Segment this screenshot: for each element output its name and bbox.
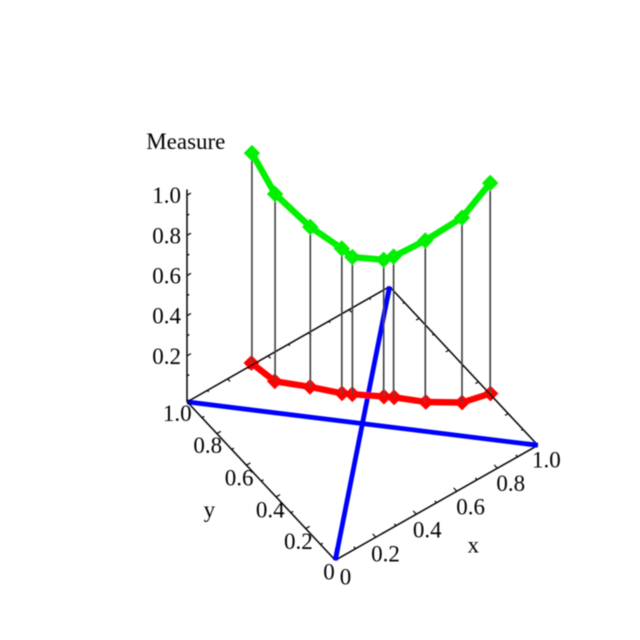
svg-text:0.6: 0.6 — [225, 466, 254, 491]
svg-text:0.2: 0.2 — [284, 529, 313, 554]
svg-text:0.6: 0.6 — [152, 264, 181, 289]
svg-text:1.0: 1.0 — [532, 448, 561, 473]
svg-text:1.0: 1.0 — [163, 401, 192, 426]
svg-text:y: y — [204, 497, 216, 522]
svg-text:0.4: 0.4 — [152, 304, 181, 329]
svg-text:0.8: 0.8 — [496, 471, 525, 496]
svg-text:0.8: 0.8 — [152, 223, 181, 248]
svg-text:0: 0 — [323, 560, 335, 585]
svg-text:0: 0 — [340, 565, 352, 590]
svg-text:0.8: 0.8 — [193, 433, 222, 458]
svg-text:0.2: 0.2 — [152, 344, 181, 369]
svg-text:Measure: Measure — [146, 129, 225, 154]
svg-text:0.4: 0.4 — [413, 518, 442, 543]
svg-text:0.2: 0.2 — [371, 541, 400, 566]
svg-text:1.0: 1.0 — [152, 183, 181, 208]
svg-text:0.6: 0.6 — [456, 494, 485, 519]
svg-text:x: x — [467, 532, 479, 557]
svg-text:0.4: 0.4 — [256, 498, 285, 523]
